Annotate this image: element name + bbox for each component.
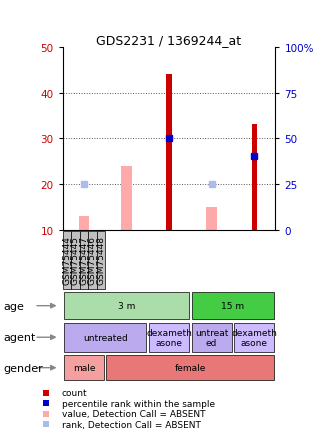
FancyBboxPatch shape — [192, 293, 274, 319]
Text: dexameth
asone: dexameth asone — [231, 328, 277, 347]
FancyBboxPatch shape — [63, 231, 71, 289]
FancyBboxPatch shape — [64, 355, 104, 381]
Bar — [252, 125, 257, 230]
Text: GSM75444: GSM75444 — [62, 236, 71, 285]
Bar — [121, 166, 132, 230]
Text: female: female — [175, 363, 206, 372]
Text: gender: gender — [3, 363, 43, 373]
FancyBboxPatch shape — [80, 231, 88, 289]
FancyBboxPatch shape — [234, 323, 274, 352]
FancyBboxPatch shape — [149, 323, 189, 352]
FancyBboxPatch shape — [97, 231, 105, 289]
Text: GSM75446: GSM75446 — [88, 236, 97, 285]
Text: agent: agent — [3, 332, 35, 342]
Title: GDS2231 / 1369244_at: GDS2231 / 1369244_at — [96, 33, 242, 46]
Text: percentile rank within the sample: percentile rank within the sample — [62, 399, 215, 408]
Bar — [167, 75, 172, 230]
Bar — [206, 207, 217, 230]
Text: 15 m: 15 m — [221, 302, 244, 310]
Text: male: male — [73, 363, 95, 372]
Text: GSM75448: GSM75448 — [96, 236, 105, 285]
Text: dexameth
asone: dexameth asone — [146, 328, 192, 347]
Text: 3 m: 3 m — [118, 302, 135, 310]
FancyBboxPatch shape — [64, 293, 189, 319]
FancyBboxPatch shape — [71, 231, 80, 289]
Text: rank, Detection Call = ABSENT: rank, Detection Call = ABSENT — [62, 420, 201, 429]
FancyBboxPatch shape — [88, 231, 97, 289]
Text: GSM75445: GSM75445 — [71, 236, 80, 285]
FancyBboxPatch shape — [64, 323, 146, 352]
Text: count: count — [62, 388, 87, 397]
Text: value, Detection Call = ABSENT: value, Detection Call = ABSENT — [62, 409, 205, 418]
FancyBboxPatch shape — [192, 323, 232, 352]
Text: GSM75447: GSM75447 — [80, 236, 88, 285]
Text: age: age — [3, 301, 24, 311]
Bar — [79, 216, 89, 230]
FancyBboxPatch shape — [106, 355, 274, 381]
Text: untreated: untreated — [83, 333, 127, 342]
Text: untreat
ed: untreat ed — [195, 328, 228, 347]
